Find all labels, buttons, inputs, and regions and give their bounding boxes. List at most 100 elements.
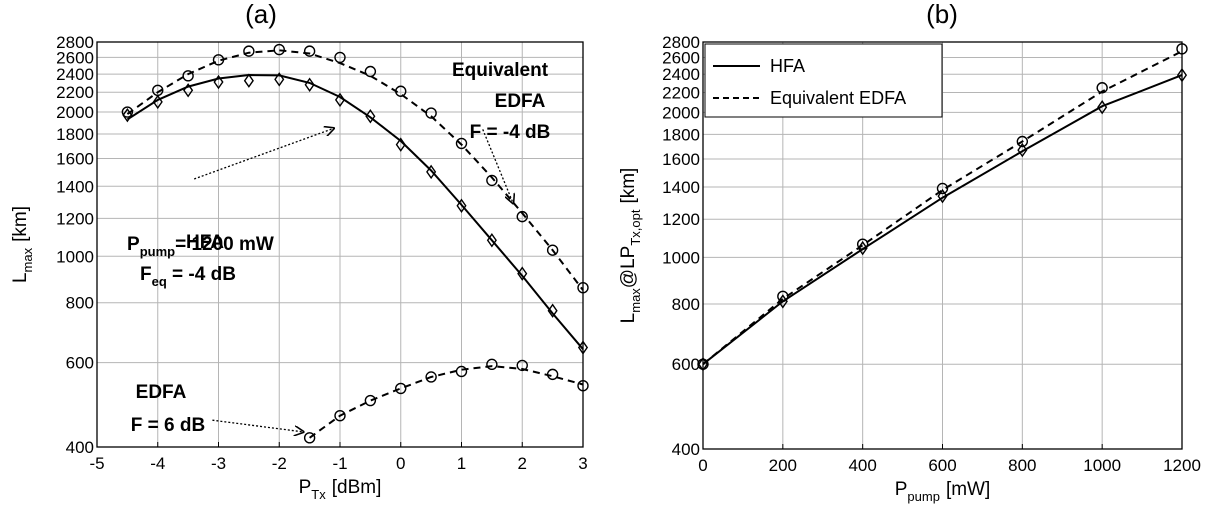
data-point: [365, 109, 376, 124]
data-point: [516, 359, 528, 372]
y-tick-label: 800: [66, 294, 94, 313]
data-point: [777, 290, 789, 303]
x-tick-label: 400: [848, 456, 876, 475]
x-tick-label: -3: [211, 454, 226, 473]
panel-b-title: (b): [926, 0, 958, 29]
y-tick-label: 2600: [56, 48, 94, 67]
annotation-arrow-0: [193, 128, 334, 180]
annotation-line: EDFA: [495, 91, 546, 112]
x-tick-label: 1200: [1163, 456, 1201, 475]
data-point: [183, 83, 194, 98]
data-point: [455, 365, 468, 378]
x-axis-label: Ppump [mW]: [895, 479, 991, 504]
y-tick-label: 1800: [662, 125, 700, 144]
data-point: [455, 137, 468, 150]
y-tick-label: 1400: [662, 178, 700, 197]
x-tick-label: 600: [928, 456, 956, 475]
annotation-line: F = -4 dB: [470, 122, 551, 143]
data-point: [213, 74, 224, 90]
panel-a-frame: [96, 41, 584, 448]
data-point: [243, 73, 254, 88]
data-point: [486, 358, 498, 371]
data-point: [273, 43, 285, 56]
x-tick-label: 200: [769, 456, 797, 475]
panel-b: (b) 0 200 400 600 800 1000 1200 400 600 800 1000 12…: [618, 0, 1201, 504]
data-point: [243, 45, 255, 57]
annotation-line: HFA: [186, 232, 224, 253]
y-tick-label: 2000: [662, 103, 700, 122]
data-point: [777, 294, 788, 309]
y-tick-label: 2800: [662, 33, 700, 52]
x-tick-label: 800: [1008, 456, 1036, 475]
panel-a-series: [121, 43, 589, 444]
y-tick-label: 2000: [56, 103, 94, 122]
legend-label-hfa: HFA: [770, 56, 805, 76]
y-tick-label: 1600: [56, 149, 94, 168]
data-point: [546, 368, 559, 381]
data-point: [152, 94, 163, 110]
legend: HFA Equivalent EDFA: [704, 43, 943, 118]
y-tick-label: 1000: [56, 247, 94, 266]
data-point: [517, 266, 528, 281]
y-tick-label: 2400: [56, 65, 94, 84]
y-tick-label: 400: [672, 440, 700, 459]
legend-box: [704, 43, 943, 118]
panel-a-tick-labels: -5 -4 -3 -2 -1 0 1 2 3 400 600 800 1000 1200 1400 1600 1…: [56, 33, 588, 473]
panel-b-frame: [702, 41, 1183, 450]
panel-b-tick-labels: 0 200 400 600 800 1000 1200 400 600 800 1000 1200 14…: [662, 33, 1201, 475]
data-point: [546, 244, 559, 256]
data-point: [456, 198, 467, 213]
x-tick-label: -1: [332, 454, 347, 473]
data-point: [425, 371, 437, 383]
data-point: [364, 65, 377, 78]
annotation-arrows: [193, 128, 513, 432]
y-tick-label: 2600: [662, 49, 700, 68]
data-point: [274, 72, 285, 87]
series-line-0: [126, 73, 584, 350]
x-tick-label: 3: [578, 454, 587, 473]
data-point: [395, 382, 407, 395]
data-point: [334, 409, 346, 422]
data-point: [152, 84, 164, 97]
data-point: [856, 238, 869, 250]
data-point: [936, 182, 949, 195]
legend-label-equivalent-edfa: Equivalent EDFA: [770, 88, 906, 108]
series-line-2: [309, 365, 584, 439]
data-point: [212, 54, 225, 66]
data-point: [426, 164, 437, 180]
y-tick-label: 1600: [662, 150, 700, 169]
annotation-arrow-1: [482, 129, 513, 203]
annotation-line: Equivalent: [452, 60, 549, 81]
data-point: [516, 210, 528, 223]
data-point: [121, 106, 134, 118]
x-tick-label: -2: [272, 454, 287, 473]
x-tick-label: 2: [518, 454, 527, 473]
data-point: [486, 233, 497, 248]
data-point: [1016, 135, 1029, 148]
data-point: [1097, 99, 1108, 115]
data-point: [395, 85, 407, 97]
x-tick-label: 0: [698, 456, 707, 475]
data-point: [304, 77, 315, 92]
annotation-p-pump: Ppump= 1200 mW: [127, 234, 274, 259]
y-tick-label: 600: [66, 354, 94, 373]
data-point: [547, 303, 558, 318]
y-tick-label: 2800: [56, 33, 94, 52]
y-axis-label: Lmax[km]: [10, 206, 35, 283]
data-point: [303, 45, 316, 57]
y-tick-label: 1200: [662, 210, 700, 229]
y-tick-label: 1400: [56, 177, 94, 196]
x-tick-label: 1: [457, 454, 466, 473]
y-tick-label: 1000: [662, 248, 700, 267]
y-tick-label: 1200: [56, 209, 94, 228]
data-point: [486, 174, 498, 187]
x-axis-label: PTx [dBm]: [299, 477, 382, 502]
data-point: [937, 188, 948, 204]
panel-a-title: (a): [245, 0, 277, 29]
data-point: [1096, 82, 1108, 94]
y-tick-label: 1800: [56, 125, 94, 144]
data-point: [364, 394, 377, 407]
x-tick-label: -4: [150, 454, 165, 473]
x-tick-label: 0: [396, 454, 405, 473]
